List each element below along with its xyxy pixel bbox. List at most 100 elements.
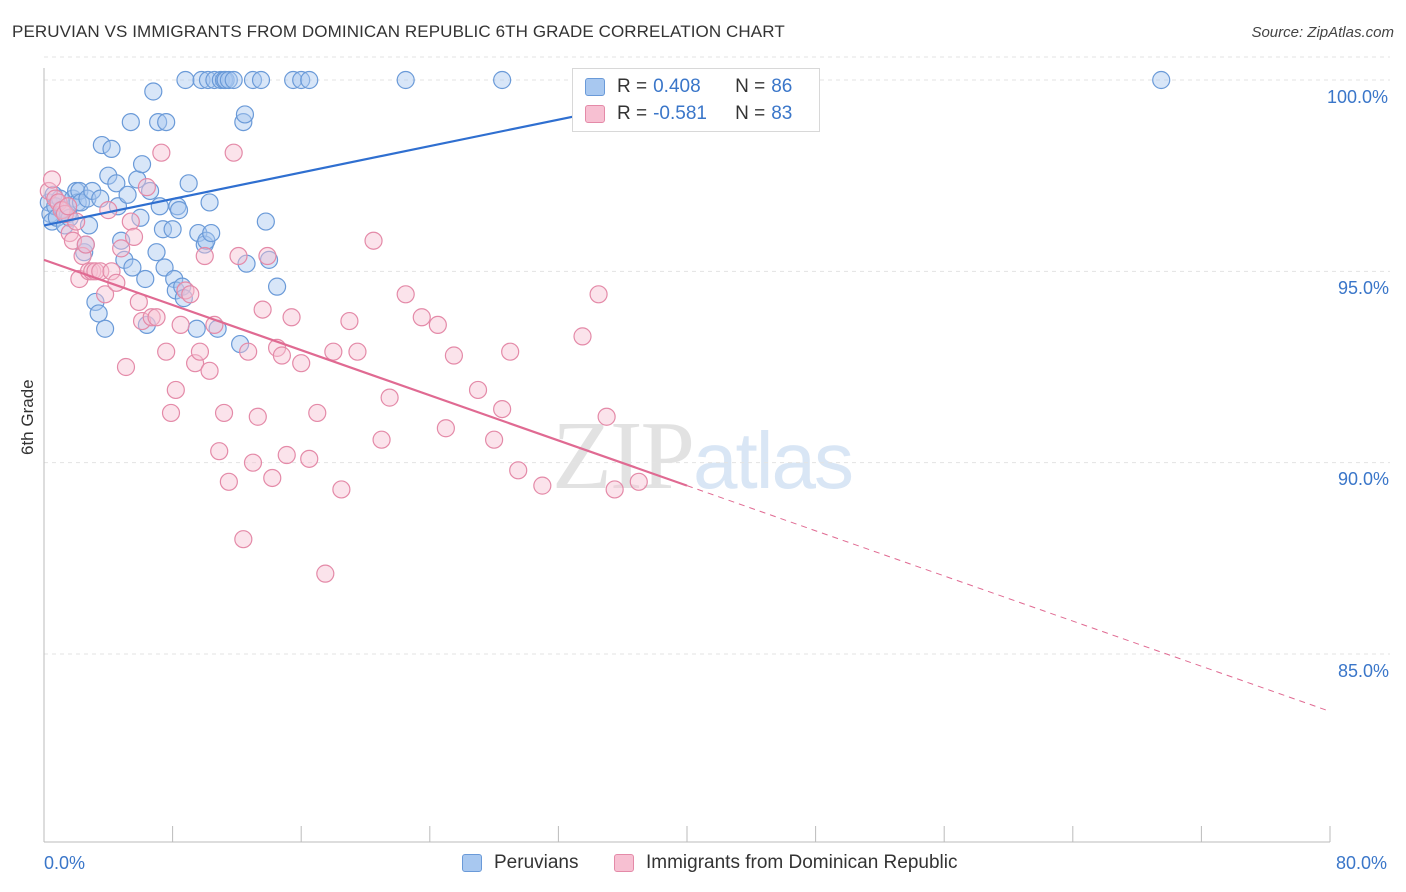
point-dominican	[468, 380, 488, 400]
point-dominican	[95, 285, 115, 304]
point-peruvians	[187, 319, 206, 338]
point-peruvians	[179, 174, 198, 193]
point-dominican	[229, 246, 248, 266]
point-dominican	[300, 449, 319, 468]
point-dominican	[186, 354, 205, 373]
series-legend-dominican: Immigrants from Dominican Republic	[614, 852, 958, 874]
watermark-zip: ZIP	[552, 402, 695, 510]
source-credit: Source: ZipAtlas.com	[1251, 24, 1394, 41]
x-tick-label-max: 80.0%	[1336, 853, 1388, 873]
point-dominican	[493, 399, 512, 419]
x-tick-label-min: 0.0%	[44, 853, 86, 873]
legend-r-label: R =	[617, 76, 648, 97]
point-dominican	[59, 197, 78, 216]
legend-swatch-peruvians	[585, 78, 605, 96]
point-dominican	[428, 315, 447, 335]
point-dominican	[112, 239, 131, 258]
point-peruvians	[144, 82, 163, 101]
point-dominican	[324, 342, 343, 361]
point-dominican	[340, 311, 359, 331]
point-dominican	[224, 143, 243, 162]
point-dominican	[364, 231, 383, 250]
y-tick-label-90: 90.0%	[1338, 469, 1390, 489]
trend-line-dominican	[43, 258, 688, 487]
legend-n-label: N =	[735, 76, 766, 97]
point-dominican	[181, 285, 200, 304]
point-peruvians	[235, 105, 255, 124]
point-peruvians	[107, 174, 126, 193]
chart-title: PERUVIAN VS IMMIGRANTS FROM DOMINICAN RE…	[12, 22, 785, 41]
point-peruvians	[102, 139, 121, 158]
point-peruvians	[132, 155, 152, 174]
point-dominican	[277, 445, 296, 465]
point-peruvians	[234, 112, 253, 132]
point-peruvians	[200, 193, 219, 212]
point-peruvians	[202, 223, 221, 243]
y-axis-label: 6th Grade	[18, 379, 37, 455]
point-dominican	[292, 354, 311, 373]
watermark-atlas: atlas	[693, 416, 854, 505]
point-dominican	[67, 212, 86, 231]
legend-r-value: -0.581	[653, 103, 707, 124]
point-dominican	[132, 311, 152, 331]
point-dominican	[234, 530, 253, 549]
series-swatch-dominican	[614, 854, 634, 872]
point-dominican	[42, 170, 62, 189]
point-dominican	[444, 346, 464, 365]
legend-n-label: N =	[735, 103, 766, 124]
series-swatch-peruvians	[462, 854, 482, 872]
point-dominican	[190, 342, 210, 361]
point-dominican	[253, 300, 272, 319]
legend-n-value: 83	[771, 103, 793, 124]
point-dominican	[102, 262, 121, 281]
point-peruvians	[267, 277, 287, 296]
point-dominican	[573, 327, 592, 346]
point-dominican	[116, 357, 136, 377]
point-dominican	[501, 342, 520, 361]
point-peruvians	[136, 269, 155, 289]
point-dominican	[161, 403, 181, 423]
point-dominican	[589, 285, 608, 304]
point-peruvians	[131, 208, 150, 227]
series-legend: Peruvians Immigrants from Dominican Repu…	[0, 852, 1406, 878]
trend-line-dominican	[686, 485, 1331, 712]
point-dominican	[533, 476, 552, 495]
point-peruvians	[123, 258, 142, 277]
y-tick-label-85: 85.0%	[1338, 661, 1390, 681]
point-dominican	[597, 407, 616, 426]
point-peruvians	[86, 292, 105, 312]
point-dominican	[219, 472, 238, 491]
point-dominican	[282, 308, 301, 327]
point-peruvians	[121, 112, 140, 132]
point-peruvians	[169, 201, 189, 220]
point-dominican	[332, 480, 351, 499]
point-peruvians	[153, 220, 173, 239]
point-dominican	[157, 342, 176, 361]
point-peruvians	[163, 220, 182, 239]
point-dominican	[195, 246, 214, 266]
point-dominican	[272, 346, 292, 365]
point-dominican	[166, 380, 185, 400]
point-dominican	[243, 453, 263, 472]
point-peruvians	[198, 70, 218, 90]
point-peruvians	[92, 135, 111, 155]
point-dominican	[372, 430, 391, 449]
point-dominican	[200, 361, 219, 380]
point-dominican	[509, 461, 528, 480]
point-dominican	[121, 212, 140, 231]
point-dominican	[73, 246, 92, 266]
point-peruvians	[89, 304, 108, 323]
point-peruvians	[256, 212, 275, 231]
point-peruvians	[251, 70, 271, 90]
y-tick-label-100: 100.0%	[1327, 87, 1389, 107]
point-peruvians	[192, 70, 211, 90]
point-dominican	[152, 143, 171, 162]
point-dominican	[316, 564, 335, 583]
point-peruvians	[493, 70, 512, 90]
point-dominican	[396, 285, 415, 304]
legend-swatch-dominican	[585, 105, 605, 123]
point-dominican	[142, 308, 161, 327]
point-peruvians	[300, 70, 319, 90]
correlation-legend: R = 0.408 N = 86 R = -0.581 N = 83	[572, 68, 820, 132]
